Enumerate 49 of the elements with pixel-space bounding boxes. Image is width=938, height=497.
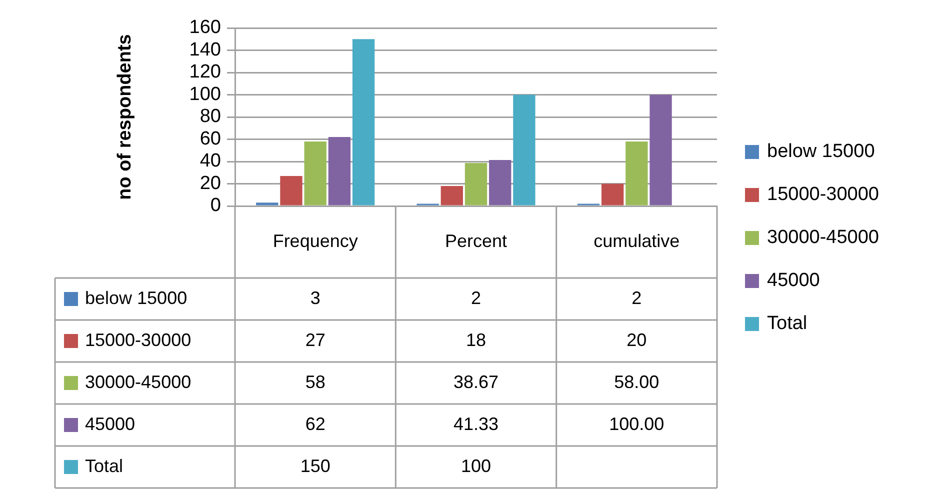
text: Total <box>85 456 124 476</box>
legend-label: Total <box>767 313 808 334</box>
y-tick-label: 140 <box>189 39 221 60</box>
bar <box>464 162 488 206</box>
data-label: 100 <box>460 456 492 476</box>
bar <box>328 137 351 206</box>
data-label: 2 <box>470 288 482 308</box>
bar <box>280 176 302 206</box>
data-label: 100.00 <box>609 414 664 434</box>
data-label: 38.67 <box>453 372 499 392</box>
legend-label: 15000-30000 <box>767 184 879 206</box>
data-label: 150 <box>300 456 330 476</box>
text: 15000-30000 <box>85 330 192 350</box>
bar <box>489 160 512 206</box>
text: below 15000 <box>767 141 875 162</box>
bar <box>650 94 672 206</box>
bar <box>601 184 624 206</box>
bar <box>440 186 463 206</box>
data-label: 20 <box>626 330 647 350</box>
y-tick-label: 20 <box>200 172 221 194</box>
bar <box>256 202 278 206</box>
text: 45000 <box>85 414 136 434</box>
data-label: 3 <box>310 288 320 308</box>
data-label: 41.33 <box>453 414 499 434</box>
y-tick-label: 120 <box>189 62 221 83</box>
text: 30000-45000 <box>85 372 192 392</box>
legend-label: 45000 <box>767 270 820 292</box>
data-label: 18 <box>466 330 486 350</box>
data-label: 62 <box>305 414 326 434</box>
legend-label: below 15000 <box>85 288 188 308</box>
y-tick-label: 0 <box>210 195 221 216</box>
data-label: 2 <box>632 288 642 308</box>
bar <box>352 39 375 206</box>
data-label: 58.00 <box>614 372 660 392</box>
y-tick-label: 40 <box>200 150 221 172</box>
legend-label: 30000-45000 <box>767 227 879 248</box>
y-tick-label: 60 <box>200 128 221 150</box>
y-tick-label: 100 <box>189 84 221 105</box>
x-tick-label: cumulative <box>594 230 680 251</box>
data-label: 58 <box>305 372 326 392</box>
data-label: 27 <box>305 330 326 350</box>
y-tick-label: 160 <box>189 17 221 38</box>
bar <box>626 141 648 206</box>
x-tick-label: Frequency <box>272 230 358 251</box>
x-tick-label: Percent <box>444 230 508 251</box>
bar <box>513 94 536 206</box>
y-axis-title: no of respondents <box>114 34 136 200</box>
bar <box>304 141 326 206</box>
y-tick-label: 80 <box>200 106 221 128</box>
